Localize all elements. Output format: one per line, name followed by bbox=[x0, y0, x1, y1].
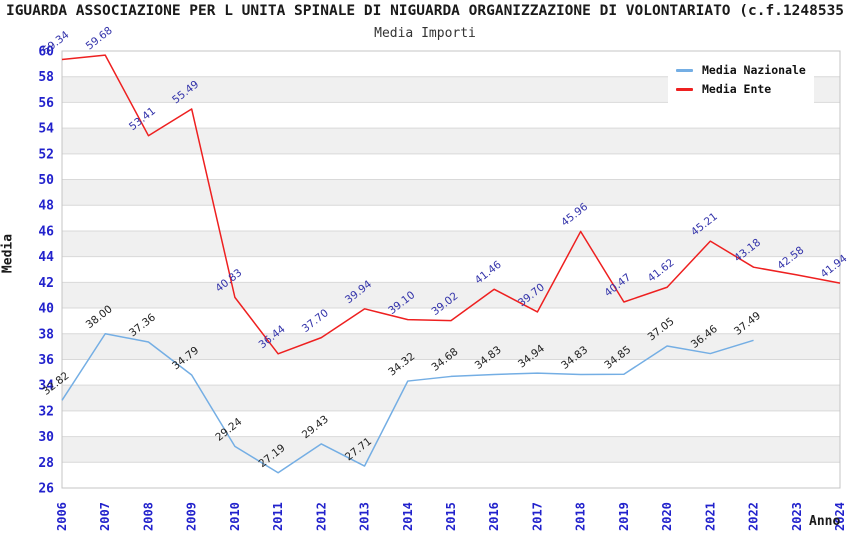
y-axis-title: Media bbox=[0, 233, 16, 274]
point-label: 59.68 bbox=[84, 25, 115, 53]
x-tick-label: 2018 bbox=[574, 502, 588, 531]
x-tick-label: 2015 bbox=[444, 502, 458, 531]
x-tick-label: 2010 bbox=[228, 502, 242, 531]
x-tick-label: 2013 bbox=[358, 502, 372, 531]
chart-title: IGUARDA ASSOCIAZIONE PER L UNITA SPINALE… bbox=[5, 3, 845, 19]
x-tick-label: 2008 bbox=[141, 502, 155, 531]
y-tick-label: 38 bbox=[38, 327, 54, 342]
y-tick-label: 34 bbox=[38, 379, 54, 394]
plot-band bbox=[62, 230, 840, 257]
x-tick-label: 2006 bbox=[55, 502, 69, 531]
legend-label: Media Ente bbox=[702, 81, 772, 96]
plot-band bbox=[62, 385, 840, 411]
legend-item-media-nazionale: Media Nazionale bbox=[668, 63, 814, 77]
x-axis-title: Anno bbox=[809, 514, 841, 529]
plot-band bbox=[62, 179, 840, 206]
y-tick-label: 48 bbox=[38, 199, 54, 214]
legend: Media Nazionale Media Ente bbox=[668, 57, 814, 103]
y-tick-label: 42 bbox=[38, 276, 54, 291]
x-tick-label: 2021 bbox=[703, 502, 717, 531]
y-tick-label: 56 bbox=[38, 96, 54, 111]
y-tick-label: 46 bbox=[38, 224, 54, 239]
y-tick-label: 40 bbox=[38, 302, 54, 317]
plot-band bbox=[62, 436, 840, 463]
x-tick-label: 2020 bbox=[660, 502, 674, 531]
y-tick-label: 26 bbox=[38, 482, 54, 497]
plot-band bbox=[62, 333, 840, 360]
legend-label: Media Nazionale bbox=[702, 63, 806, 77]
plot-band bbox=[62, 282, 840, 309]
point-label: 59.34 bbox=[40, 29, 71, 57]
y-tick-label: 36 bbox=[38, 353, 54, 368]
x-tick-label: 2016 bbox=[487, 502, 501, 531]
x-tick-label: 2023 bbox=[790, 502, 804, 531]
chart-subtitle: Media Importi bbox=[374, 26, 476, 41]
x-tick-label: 2024 bbox=[833, 502, 847, 531]
y-tick-label: 30 bbox=[38, 430, 54, 445]
y-tick-label: 60 bbox=[38, 45, 54, 60]
plot-band bbox=[62, 128, 840, 154]
media-nazionale-line-swatch bbox=[676, 69, 693, 73]
x-tick-label: 2011 bbox=[271, 502, 285, 531]
legend-item-media-ente: Media Ente bbox=[668, 81, 814, 96]
series-line-media-ente bbox=[61, 54, 841, 355]
y-tick-label: 32 bbox=[38, 404, 54, 419]
series-line-media-nazionale bbox=[61, 333, 754, 474]
x-tick-label: 2007 bbox=[98, 502, 112, 531]
y-tick-label: 28 bbox=[38, 456, 54, 471]
y-tick-label: 50 bbox=[38, 173, 54, 188]
x-tick-label: 2014 bbox=[401, 502, 415, 531]
plot-border bbox=[61, 50, 841, 489]
x-tick-label: 2022 bbox=[747, 502, 761, 531]
y-tick-label: 58 bbox=[38, 70, 54, 85]
y-tick-label: 44 bbox=[38, 250, 54, 265]
x-tick-label: 2019 bbox=[617, 502, 631, 531]
x-tick-label: 2012 bbox=[314, 502, 328, 531]
x-tick-label: 2017 bbox=[530, 502, 544, 531]
media-ente-line-swatch bbox=[676, 87, 693, 91]
x-tick-label: 2009 bbox=[185, 502, 199, 531]
point-label: 41.62 bbox=[646, 257, 677, 285]
y-tick-label: 54 bbox=[38, 122, 54, 137]
y-tick-label: 52 bbox=[38, 147, 54, 162]
point-label: 37.70 bbox=[300, 307, 331, 335]
